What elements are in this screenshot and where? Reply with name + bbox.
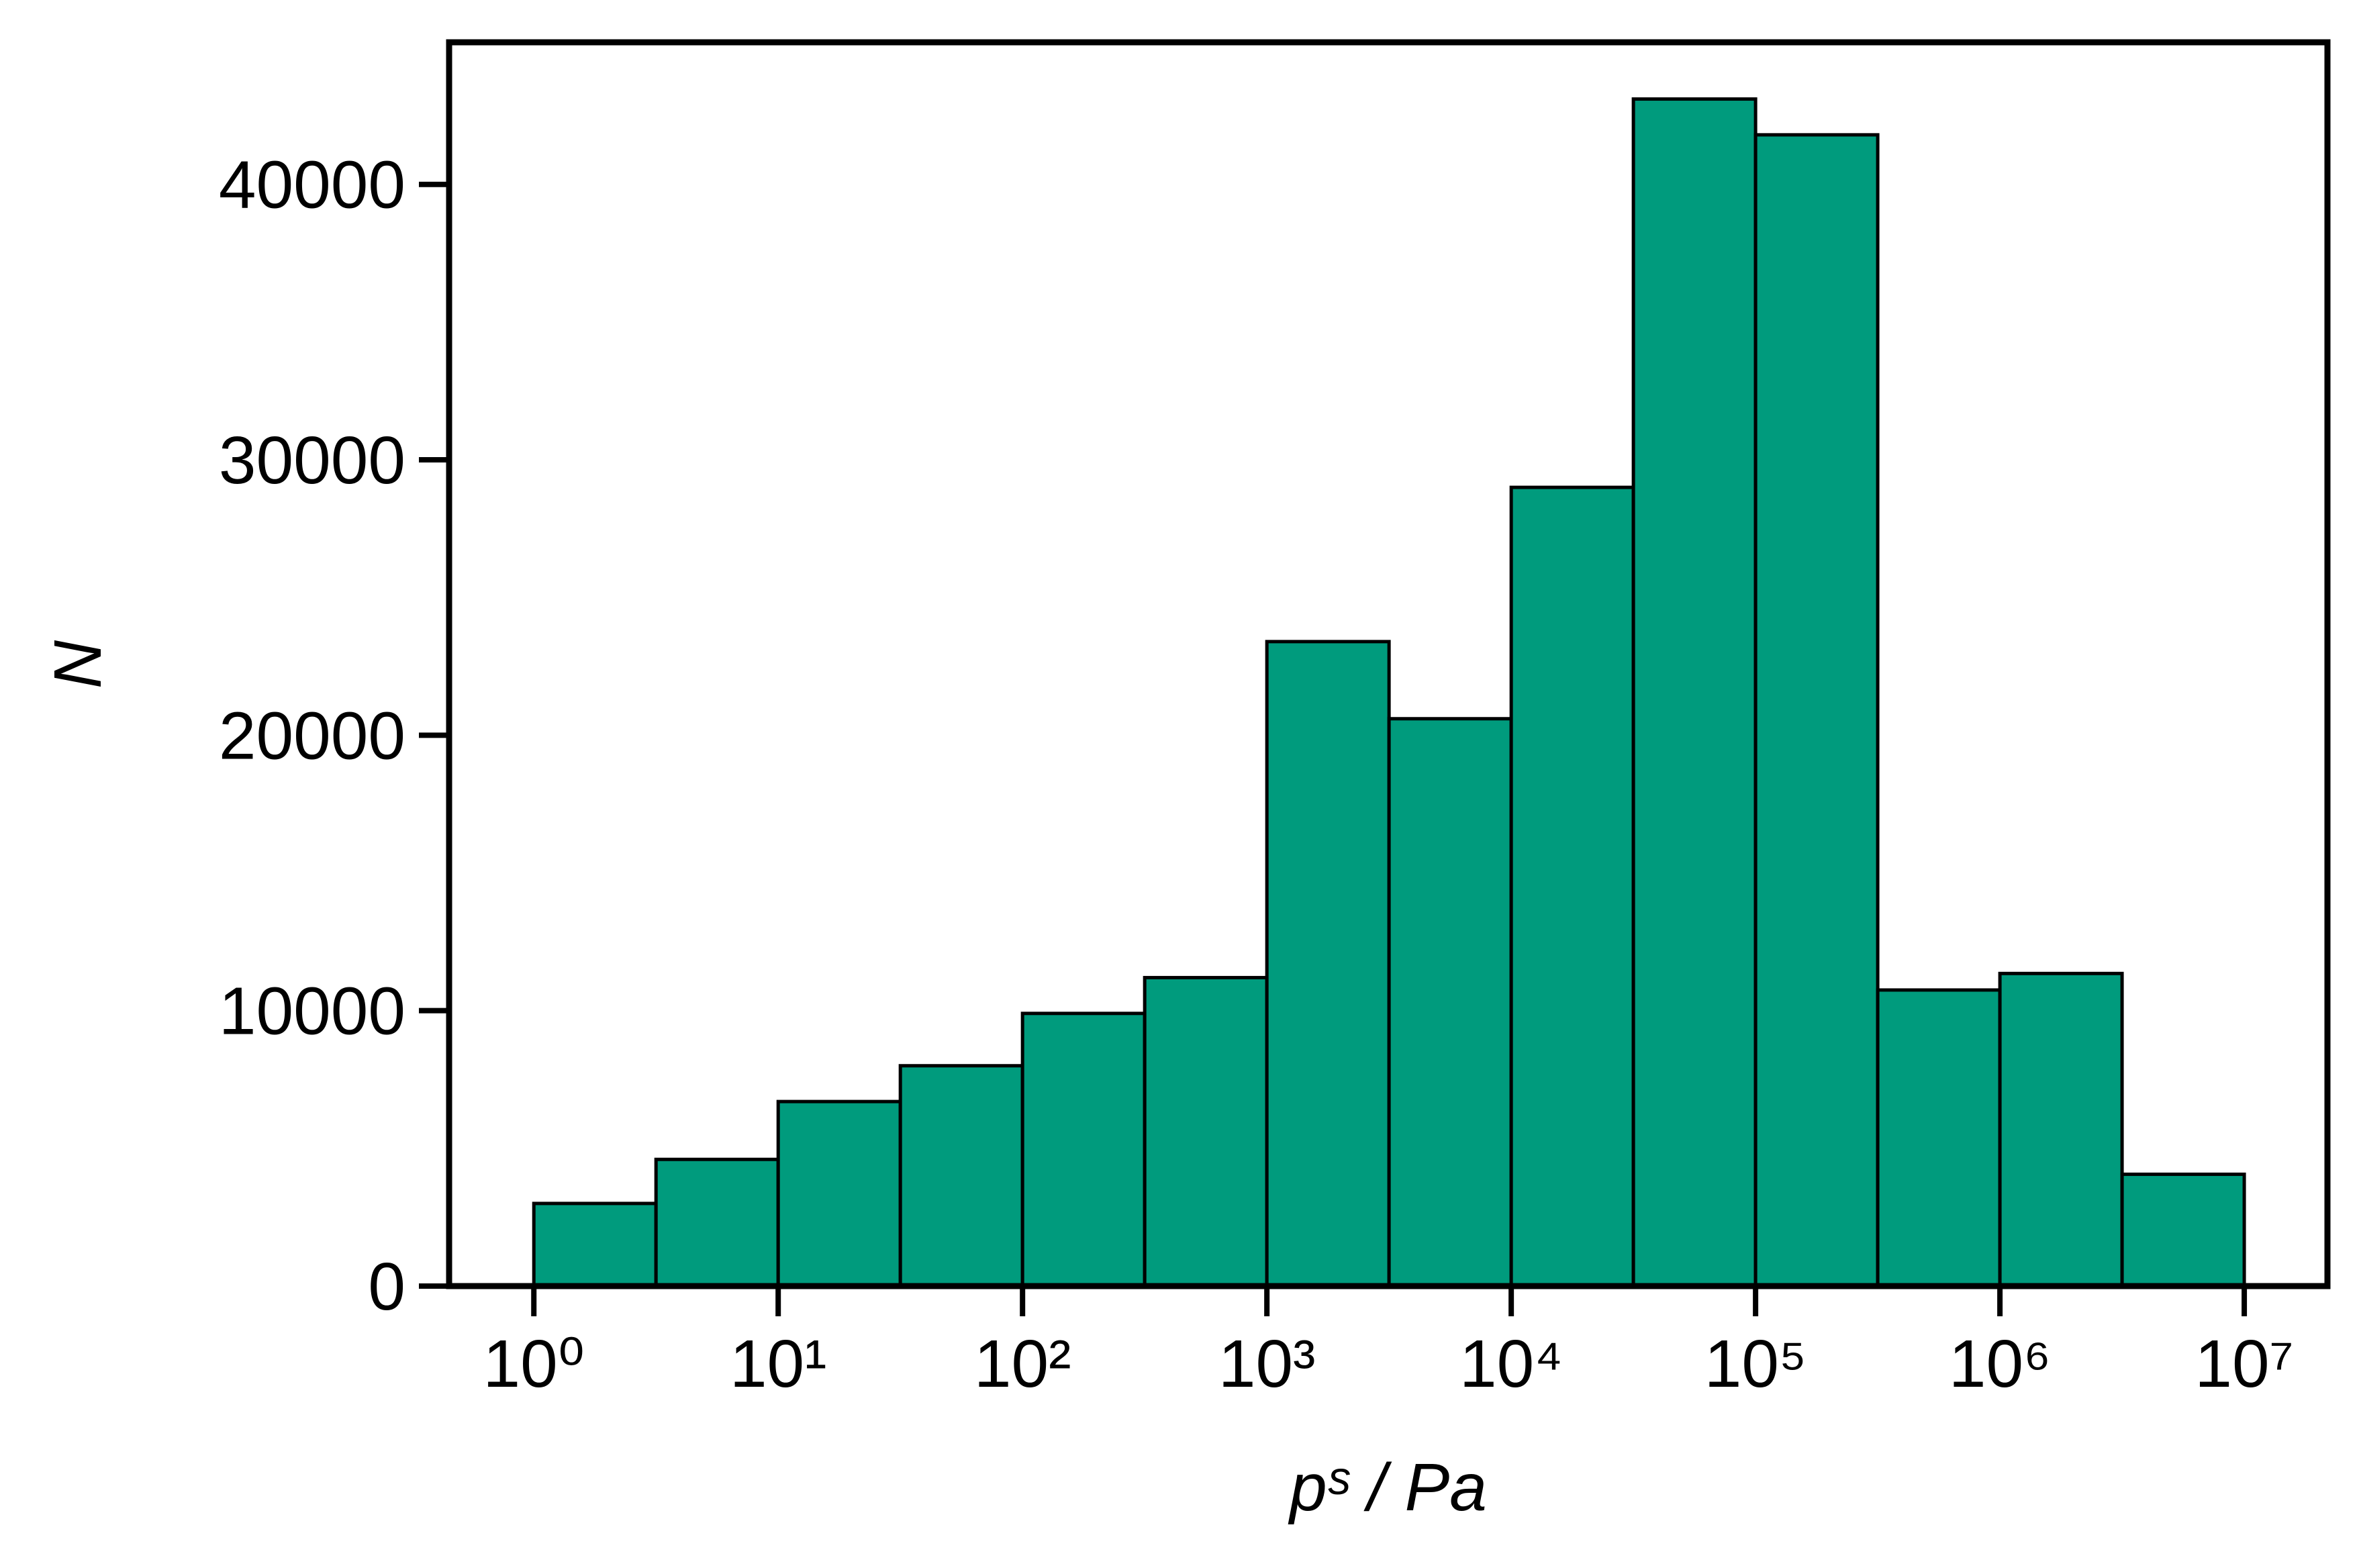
- bar: [1143, 975, 1269, 1288]
- x-tick-label: 10⁷: [2195, 1326, 2293, 1402]
- bar: [898, 1064, 1024, 1288]
- x-axis-label: pˢ / Pa: [1288, 1450, 1487, 1525]
- y-tick-label: 30000: [219, 423, 405, 498]
- x-tick-label: 10⁵: [1704, 1326, 1807, 1402]
- x-tick-label: 10²: [974, 1326, 1071, 1402]
- x-tick-label: 10⁶: [1949, 1326, 2051, 1402]
- bar: [1509, 485, 1635, 1288]
- bar: [2120, 1172, 2246, 1288]
- bar: [1753, 133, 1880, 1288]
- bar: [532, 1202, 658, 1288]
- y-axis-label: N: [40, 640, 115, 689]
- y-tick-label: 20000: [219, 698, 405, 773]
- y-tick-label: 0: [368, 1249, 405, 1324]
- plot-frame: [446, 39, 2331, 1289]
- x-tick-label: 10⁴: [1459, 1326, 1563, 1402]
- bar: [1265, 640, 1391, 1288]
- bar: [1631, 97, 1758, 1288]
- y-tick-label: 10000: [219, 974, 405, 1049]
- bar: [1020, 1012, 1147, 1288]
- y-tick-label: 40000: [219, 148, 405, 223]
- bar: [1998, 971, 2124, 1288]
- x-tick-label: 10¹: [730, 1326, 827, 1402]
- bar: [1876, 988, 2002, 1288]
- bar: [776, 1099, 902, 1288]
- x-tick-label: 10³: [1218, 1326, 1316, 1402]
- bar: [1387, 717, 1513, 1288]
- x-tick-label: 10⁰: [483, 1326, 585, 1402]
- bar: [654, 1157, 780, 1288]
